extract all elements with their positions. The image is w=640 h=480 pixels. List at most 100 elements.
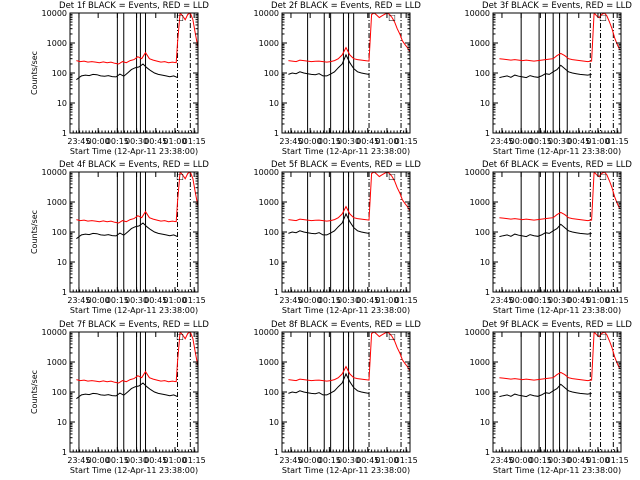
x-tick-label: 01:00 [586, 456, 609, 465]
x-tick-label: 00:30 [548, 137, 571, 146]
y-tick-label: 1 [62, 129, 67, 138]
x-tick-label: 23:45 [67, 456, 90, 465]
panel-title: Det 6f BLACK = Events, RED = LLD [482, 160, 632, 170]
x-tick-label: 01:00 [375, 137, 398, 146]
x-axis-label: Start Time (12-Apr-11 23:38:00) [493, 466, 621, 475]
x-tick-label: 00:45 [356, 296, 379, 305]
y-tick-label: 1 [274, 288, 279, 297]
x-tick-label: 01:15 [395, 456, 418, 465]
x-tick-label: 00:15 [318, 137, 341, 146]
panel-det-7: Det 7f BLACK = Events, RED = LLD □ 1 10 100 1… [30, 320, 209, 475]
marker-annotation: □ [388, 332, 396, 341]
series-events-line [288, 212, 370, 236]
x-tick-label: 00:15 [106, 456, 129, 465]
x-tick-label: 01:15 [395, 137, 418, 146]
x-axis-label: Start Time (12-Apr-11 23:38:00) [282, 306, 410, 315]
y-tick-label: 10 [57, 258, 67, 267]
y-tick-label: 100 [264, 69, 279, 78]
y-tick-label: 10 [480, 99, 490, 108]
y-tick-label: 100 [475, 228, 490, 237]
x-tick-label: 01:00 [163, 456, 186, 465]
y-tick-label: 1 [485, 288, 490, 297]
x-tick-label: 00:45 [567, 296, 590, 305]
axes-frame [492, 12, 622, 134]
y-tick-label: 1 [274, 448, 279, 457]
marker-annotation: □ [388, 13, 396, 22]
panel-det-6: Det 6f BLACK = Events, RED = LLD □ 1 10 100 1… [465, 160, 633, 315]
series-events-line [288, 53, 370, 77]
x-tick-label: 00:45 [144, 296, 167, 305]
y-tick-label: 100 [264, 228, 279, 237]
y-tick-label: 10 [269, 99, 279, 108]
x-tick-label: 00:00 [299, 456, 322, 465]
y-tick-label: 1000 [47, 358, 67, 367]
panel-det-4: Det 4f BLACK = Events, RED = LLD □ 1 10 100 1… [30, 160, 209, 315]
x-tick-label: 01:15 [395, 296, 418, 305]
series-events-line [76, 222, 178, 240]
x-tick-label: 01:15 [183, 137, 206, 146]
x-tick-label: 00:15 [106, 296, 129, 305]
x-tick-label: 23:45 [279, 456, 302, 465]
x-tick-label: 00:00 [510, 456, 533, 465]
y-tick-label: 1 [485, 448, 490, 457]
x-tick-label: 00:15 [529, 137, 552, 146]
x-tick-label: 23:45 [490, 296, 513, 305]
y-axis-label: Counts/sec [30, 210, 39, 254]
y-tick-label: 10000 [254, 9, 279, 18]
y-tick-label: 10 [480, 258, 490, 267]
y-axis-label: Counts/sec [30, 370, 39, 414]
x-tick-label: 00:30 [337, 296, 360, 305]
x-tick-label: 00:00 [87, 296, 110, 305]
axes-frame [281, 12, 411, 134]
x-axis-label: Start Time (12-Apr-11 23:38:00) [493, 147, 621, 156]
y-tick-label: 10 [480, 418, 490, 427]
x-tick-label: 00:30 [337, 137, 360, 146]
y-tick-label: 100 [475, 388, 490, 397]
x-tick-label: 01:15 [183, 456, 206, 465]
y-tick-label: 1000 [259, 358, 279, 367]
x-tick-label: 00:45 [567, 456, 590, 465]
y-tick-label: 1000 [470, 358, 490, 367]
y-tick-label: 10000 [254, 328, 279, 337]
panel-det-3: Det 3f BLACK = Events, RED = LLD □ 1 10 100 1… [465, 1, 633, 156]
marker-annotation: □ [599, 13, 607, 22]
y-tick-label: 1000 [470, 198, 490, 207]
y-tick-label: 1000 [47, 39, 67, 48]
marker-annotation: □ [599, 172, 607, 181]
panel-title: Det 9f BLACK = Events, RED = LLD [482, 320, 632, 330]
x-tick-label: 00:30 [125, 137, 148, 146]
marker-annotation: □ [176, 172, 184, 181]
x-tick-label: 01:15 [606, 296, 629, 305]
y-tick-label: 1 [485, 129, 490, 138]
x-tick-label: 23:45 [490, 137, 513, 146]
x-tick-label: 01:15 [183, 296, 206, 305]
x-tick-label: 00:00 [87, 456, 110, 465]
x-axis-label: Start Time (12-Apr-11 23:38:00) [70, 466, 198, 475]
x-tick-label: 00:45 [567, 137, 590, 146]
x-axis-label: Start Time (12-Apr-11 23:38:00) [282, 147, 410, 156]
x-axis-label: Start Time (12-Apr-11 23:38:00) [70, 147, 198, 156]
series-events-line [499, 223, 592, 238]
y-tick-label: 100 [52, 388, 67, 397]
series-events-line [76, 382, 178, 400]
x-tick-label: 00:15 [529, 296, 552, 305]
series-lld-line [288, 172, 410, 222]
series-events-line [76, 63, 178, 81]
x-tick-label: 01:00 [163, 137, 186, 146]
y-tick-label: 10000 [465, 168, 490, 177]
x-tick-label: 00:00 [299, 296, 322, 305]
series-lld-line [76, 332, 198, 384]
x-tick-label: 00:00 [299, 137, 322, 146]
x-tick-label: 01:00 [375, 456, 398, 465]
x-tick-label: 23:45 [67, 296, 90, 305]
y-tick-label: 10000 [42, 328, 67, 337]
y-tick-label: 10000 [465, 328, 490, 337]
x-axis-label: Start Time (12-Apr-11 23:38:00) [70, 306, 198, 315]
series-events-line [499, 383, 592, 398]
x-tick-label: 01:00 [375, 296, 398, 305]
panel-title: Det 7f BLACK = Events, RED = LLD [59, 320, 209, 330]
y-tick-label: 10 [269, 418, 279, 427]
x-tick-label: 00:00 [510, 296, 533, 305]
x-axis-label: Start Time (12-Apr-11 23:38:00) [282, 466, 410, 475]
y-tick-label: 10000 [42, 168, 67, 177]
